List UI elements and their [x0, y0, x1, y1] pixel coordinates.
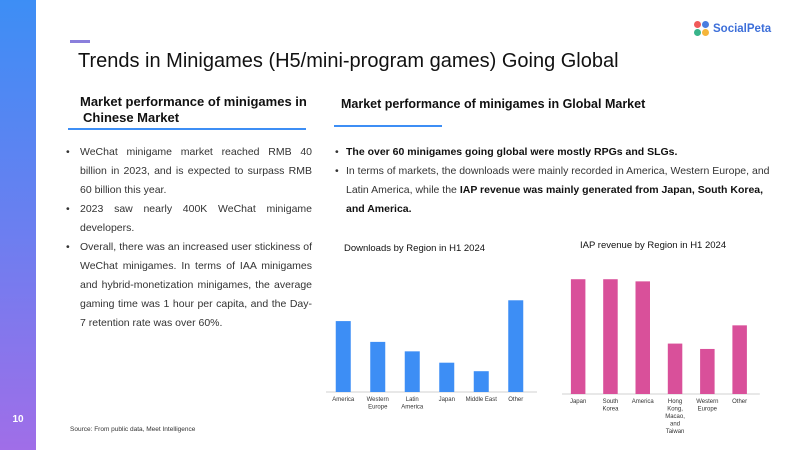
brand-logo: SocialPeta [694, 21, 771, 37]
source-note: Source: From public data, Meet Intellige… [70, 426, 196, 433]
category-label: Hong Kong, Macao, and Taiwan [665, 399, 685, 435]
right-heading-underline [334, 125, 442, 127]
downloads-bar-chart: America Western Europe Latin America Japan Mid… [326, 300, 537, 411]
bar [603, 279, 618, 394]
left-bullet-list: WeChat minigame market reached RMB 40 bi… [56, 143, 312, 333]
downloads-chart-title: Downloads by Region in H1 2024 [344, 243, 486, 254]
right-bullet-list: The over 60 minigames going global were … [330, 143, 770, 219]
list-item: 2023 saw nearly 400K WeChat minigame dev… [56, 200, 312, 238]
bar [404, 351, 420, 392]
category-label: Latin America [401, 397, 424, 411]
category-label: Japan [439, 397, 455, 403]
bar [700, 348, 715, 394]
bar [473, 371, 489, 392]
iap-revenue-bar-chart: Japan South Korea America Hong Kong, Macao, and… [562, 279, 760, 435]
bar [508, 300, 524, 392]
list-item: Overall, there was an increased user sti… [56, 238, 312, 333]
page-number: 10 [12, 414, 24, 425]
left-heading-underline [68, 128, 306, 130]
category-label: Western Europe [696, 399, 718, 413]
category-label: America [632, 399, 655, 405]
left-heading-line1: Market performance of minigames in [80, 94, 307, 109]
bar [335, 321, 351, 392]
bullet-text: In terms of markets, the downloads were … [346, 165, 770, 196]
right-section-heading: Market performance of minigames in Globa… [341, 97, 646, 111]
title-accent-line [70, 40, 90, 43]
category-label: Japan [570, 399, 586, 405]
bar [439, 362, 455, 392]
category-label: America [332, 397, 355, 403]
socialpeta-logo-icon [694, 21, 710, 37]
bar [570, 279, 586, 394]
side-accent-bar [0, 0, 36, 450]
bar [370, 341, 386, 392]
page-title: Trends in Minigames (H5/mini-program gam… [78, 50, 619, 72]
bar [667, 343, 683, 394]
list-item: In terms of markets, the downloads were … [330, 162, 770, 219]
list-item: WeChat minigame market reached RMB 40 bi… [56, 143, 312, 200]
bullet-text-bold: IAP revenue was mainly generated from Ja… [346, 184, 764, 215]
category-label: South Korea [602, 399, 619, 413]
bullet-text-bold: The over 60 minigames going global were … [346, 146, 678, 158]
category-label: Western Europe [367, 397, 389, 411]
category-label: Other [732, 399, 747, 405]
iap-revenue-chart-title: IAP revenue by Region in H1 2024 [580, 240, 727, 251]
left-heading-line2: Chinese Market [83, 110, 180, 125]
list-item: The over 60 minigames going global were … [330, 143, 770, 162]
bar [732, 325, 747, 394]
bar [635, 281, 650, 394]
brand-name: SocialPeta [713, 23, 772, 35]
category-label: Other [508, 397, 523, 403]
category-label: Middle East [466, 397, 498, 403]
left-section-heading: Market performance of minigames in Chine… [80, 94, 320, 126]
